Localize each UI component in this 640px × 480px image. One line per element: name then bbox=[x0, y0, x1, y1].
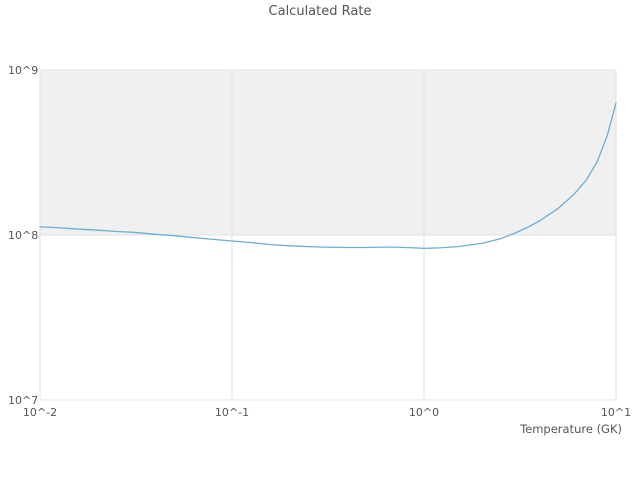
y-tick-label: 10^8 bbox=[8, 229, 38, 242]
x-tick-label: 10^-2 bbox=[23, 406, 57, 419]
y-tick-label: 10^7 bbox=[8, 394, 38, 407]
shaded-band bbox=[40, 70, 616, 235]
x-tick-label: 10^-1 bbox=[215, 406, 249, 419]
x-tick-label: 10^1 bbox=[601, 406, 631, 419]
x-axis-label: Temperature (GK) bbox=[520, 422, 622, 436]
y-tick-label: 10^9 bbox=[8, 64, 38, 77]
chart-title: Calculated Rate bbox=[268, 4, 372, 19]
x-tick-label: 10^0 bbox=[409, 406, 439, 419]
rate-curve bbox=[39, 102, 617, 250]
